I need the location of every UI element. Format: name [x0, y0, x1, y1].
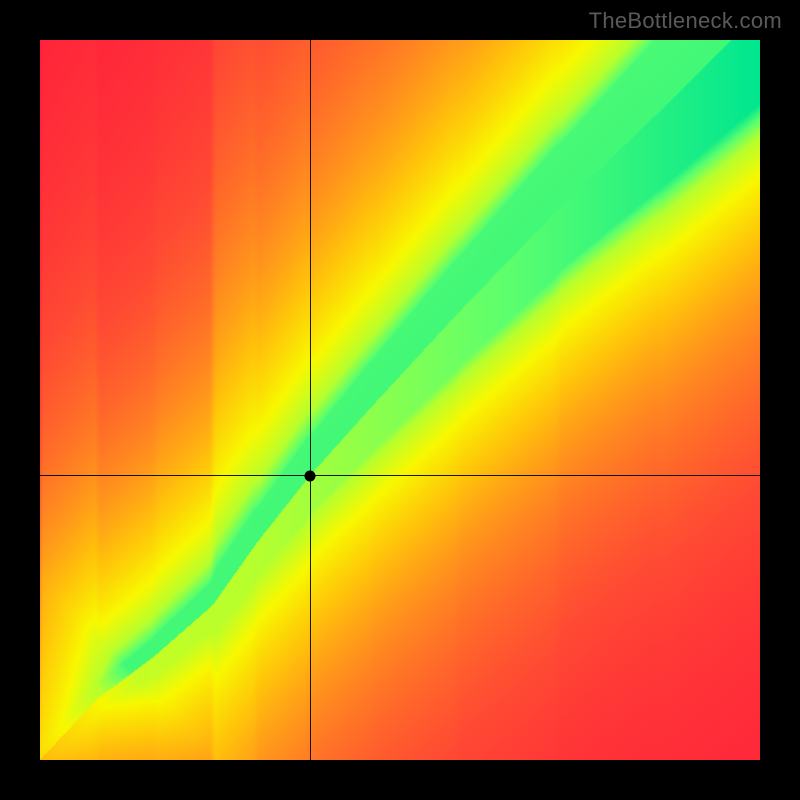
crosshair-horizontal	[40, 475, 760, 476]
plot-area	[40, 40, 760, 760]
heatmap-canvas	[40, 40, 760, 760]
heatmap-figure: TheBottleneck.com	[0, 0, 800, 800]
watermark-text: TheBottleneck.com	[589, 8, 782, 34]
crosshair-dot	[305, 470, 316, 481]
crosshair-vertical	[310, 40, 311, 760]
